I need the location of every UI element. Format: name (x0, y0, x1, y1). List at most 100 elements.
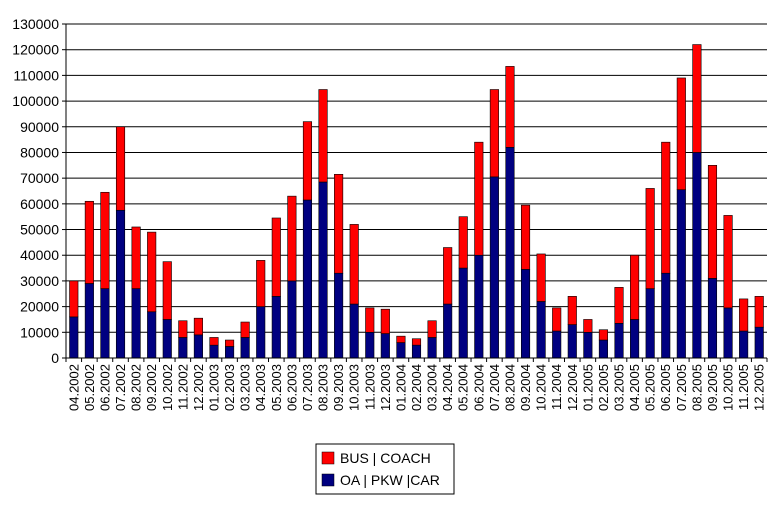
bar-bus-coach (489, 89, 499, 178)
legend-label-bus-coach: BUS | COACH (340, 450, 431, 466)
x-tick-label: 07.2005 (674, 364, 689, 411)
bar-bus-coach (598, 329, 608, 341)
y-tick-label: 70000 (20, 170, 59, 186)
bar-bus-coach (115, 126, 126, 211)
x-tick-label: 10.2002 (160, 364, 175, 411)
bar-car (707, 278, 718, 359)
x-tick-label: 09.2003 (331, 364, 346, 411)
y-tick-label: 100000 (12, 93, 59, 109)
legend-swatch-bus-coach (321, 451, 335, 465)
x-tick-label: 11.2002 (175, 364, 190, 410)
x-tick-label: 03.2003 (238, 364, 253, 411)
y-tick-label: 120000 (12, 42, 59, 58)
bar-bus-coach (723, 215, 733, 309)
x-tick-label: 07.2002 (113, 364, 128, 411)
bar-car (84, 283, 94, 359)
bar-bus-coach (474, 141, 484, 256)
x-tick-label: 06.2003 (284, 364, 299, 411)
bar-bus-coach (193, 317, 203, 336)
x-axis-tick-labels: 04.2002 05.2002 06.2002 07.2002 08.2002 09.20… (65, 358, 768, 411)
x-tick-label: 09.2004 (518, 364, 533, 411)
bar-car (536, 301, 546, 359)
x-tick-label: 12.2003 (378, 364, 393, 411)
bar-bus-coach (676, 77, 686, 191)
bar-car (334, 272, 344, 359)
x-tick-label: 04.2004 (440, 364, 455, 411)
bar-bus-coach (256, 260, 266, 307)
bar-bus-coach (739, 298, 749, 332)
bars (69, 44, 764, 359)
bar-car (723, 307, 733, 359)
x-tick-label: 01.2004 (393, 364, 408, 411)
bar-bus-coach (645, 188, 655, 289)
bar-car (240, 337, 250, 359)
bar-bus-coach (707, 165, 718, 279)
bar-car (645, 288, 655, 359)
x-tick-label: 03.2004 (425, 364, 440, 411)
x-tick-label: 04.2003 (253, 364, 268, 411)
bar-bus-coach (567, 296, 577, 325)
y-tick-label: 50000 (20, 222, 59, 238)
bar-car (598, 339, 608, 359)
bar-bus-coach (271, 217, 281, 297)
bar-bus-coach (349, 224, 359, 305)
bar-bus-coach (131, 226, 141, 289)
bar-bus-coach (302, 121, 313, 201)
bar-bus-coach (396, 335, 406, 343)
y-tick-label: 60000 (20, 196, 59, 212)
bar-car (271, 296, 281, 359)
bar-car (443, 303, 453, 359)
bar-bus-coach (84, 200, 94, 284)
bar-bus-coach (505, 66, 515, 148)
legend-label-car: OA | PKW |CAR (340, 472, 440, 488)
legend: BUS | COACH OA | PKW |CAR (315, 443, 455, 495)
x-tick-label: 07.2003 (300, 364, 315, 411)
bar-car (754, 326, 764, 359)
x-tick-label: 11.2004 (549, 364, 564, 410)
bar-bus-coach (427, 320, 437, 338)
bar-car (193, 334, 203, 359)
bar-car (739, 330, 749, 359)
x-tick-label: 04.2002 (66, 364, 81, 411)
axes (65, 24, 767, 359)
bar-car (380, 333, 390, 359)
legend-swatch-car (321, 473, 335, 487)
bar-bus-coach (536, 253, 546, 302)
bar-car (69, 316, 79, 359)
x-tick-label: 09.2005 (705, 364, 720, 411)
bar-bus-coach (630, 254, 640, 320)
bar-bus-coach (69, 280, 79, 318)
x-tick-label: 01.2005 (580, 364, 595, 411)
x-tick-label: 01.2003 (206, 364, 221, 411)
bar-bus-coach (318, 89, 328, 183)
y-tick-label: 30000 (20, 273, 59, 289)
y-tick-label: 80000 (20, 144, 59, 160)
bar-car (474, 254, 484, 359)
bar-car (287, 280, 297, 359)
bar-car (100, 288, 110, 359)
bar-bus-coach (209, 337, 219, 346)
bar-car (225, 346, 235, 359)
bar-car (458, 267, 468, 359)
x-tick-label: 06.2002 (97, 364, 112, 411)
x-tick-label: 10.2003 (347, 364, 362, 411)
bar-car (256, 306, 266, 359)
bar-car (583, 332, 593, 359)
x-tick-label: 08.2004 (502, 364, 517, 411)
x-tick-label: 11.2003 (362, 364, 377, 410)
y-tick-label: 110000 (13, 67, 59, 83)
y-axis-tick-labels: 0 10000 20000 30000 40000 50000 60000 70000 8000… (12, 16, 59, 366)
bar-bus-coach (458, 216, 468, 269)
bar-bus-coach (162, 261, 172, 320)
bar-car (505, 147, 515, 359)
y-tick-label: 0 (51, 350, 59, 366)
bar-bus-coach (583, 319, 593, 333)
bar-bus-coach (365, 307, 375, 333)
bar-car (676, 189, 686, 359)
bar-car (318, 181, 328, 359)
bar-car (411, 344, 422, 359)
x-tick-label: 06.2005 (658, 364, 673, 411)
x-tick-label: 11.2005 (736, 364, 751, 410)
x-tick-label: 08.2003 (316, 364, 331, 411)
